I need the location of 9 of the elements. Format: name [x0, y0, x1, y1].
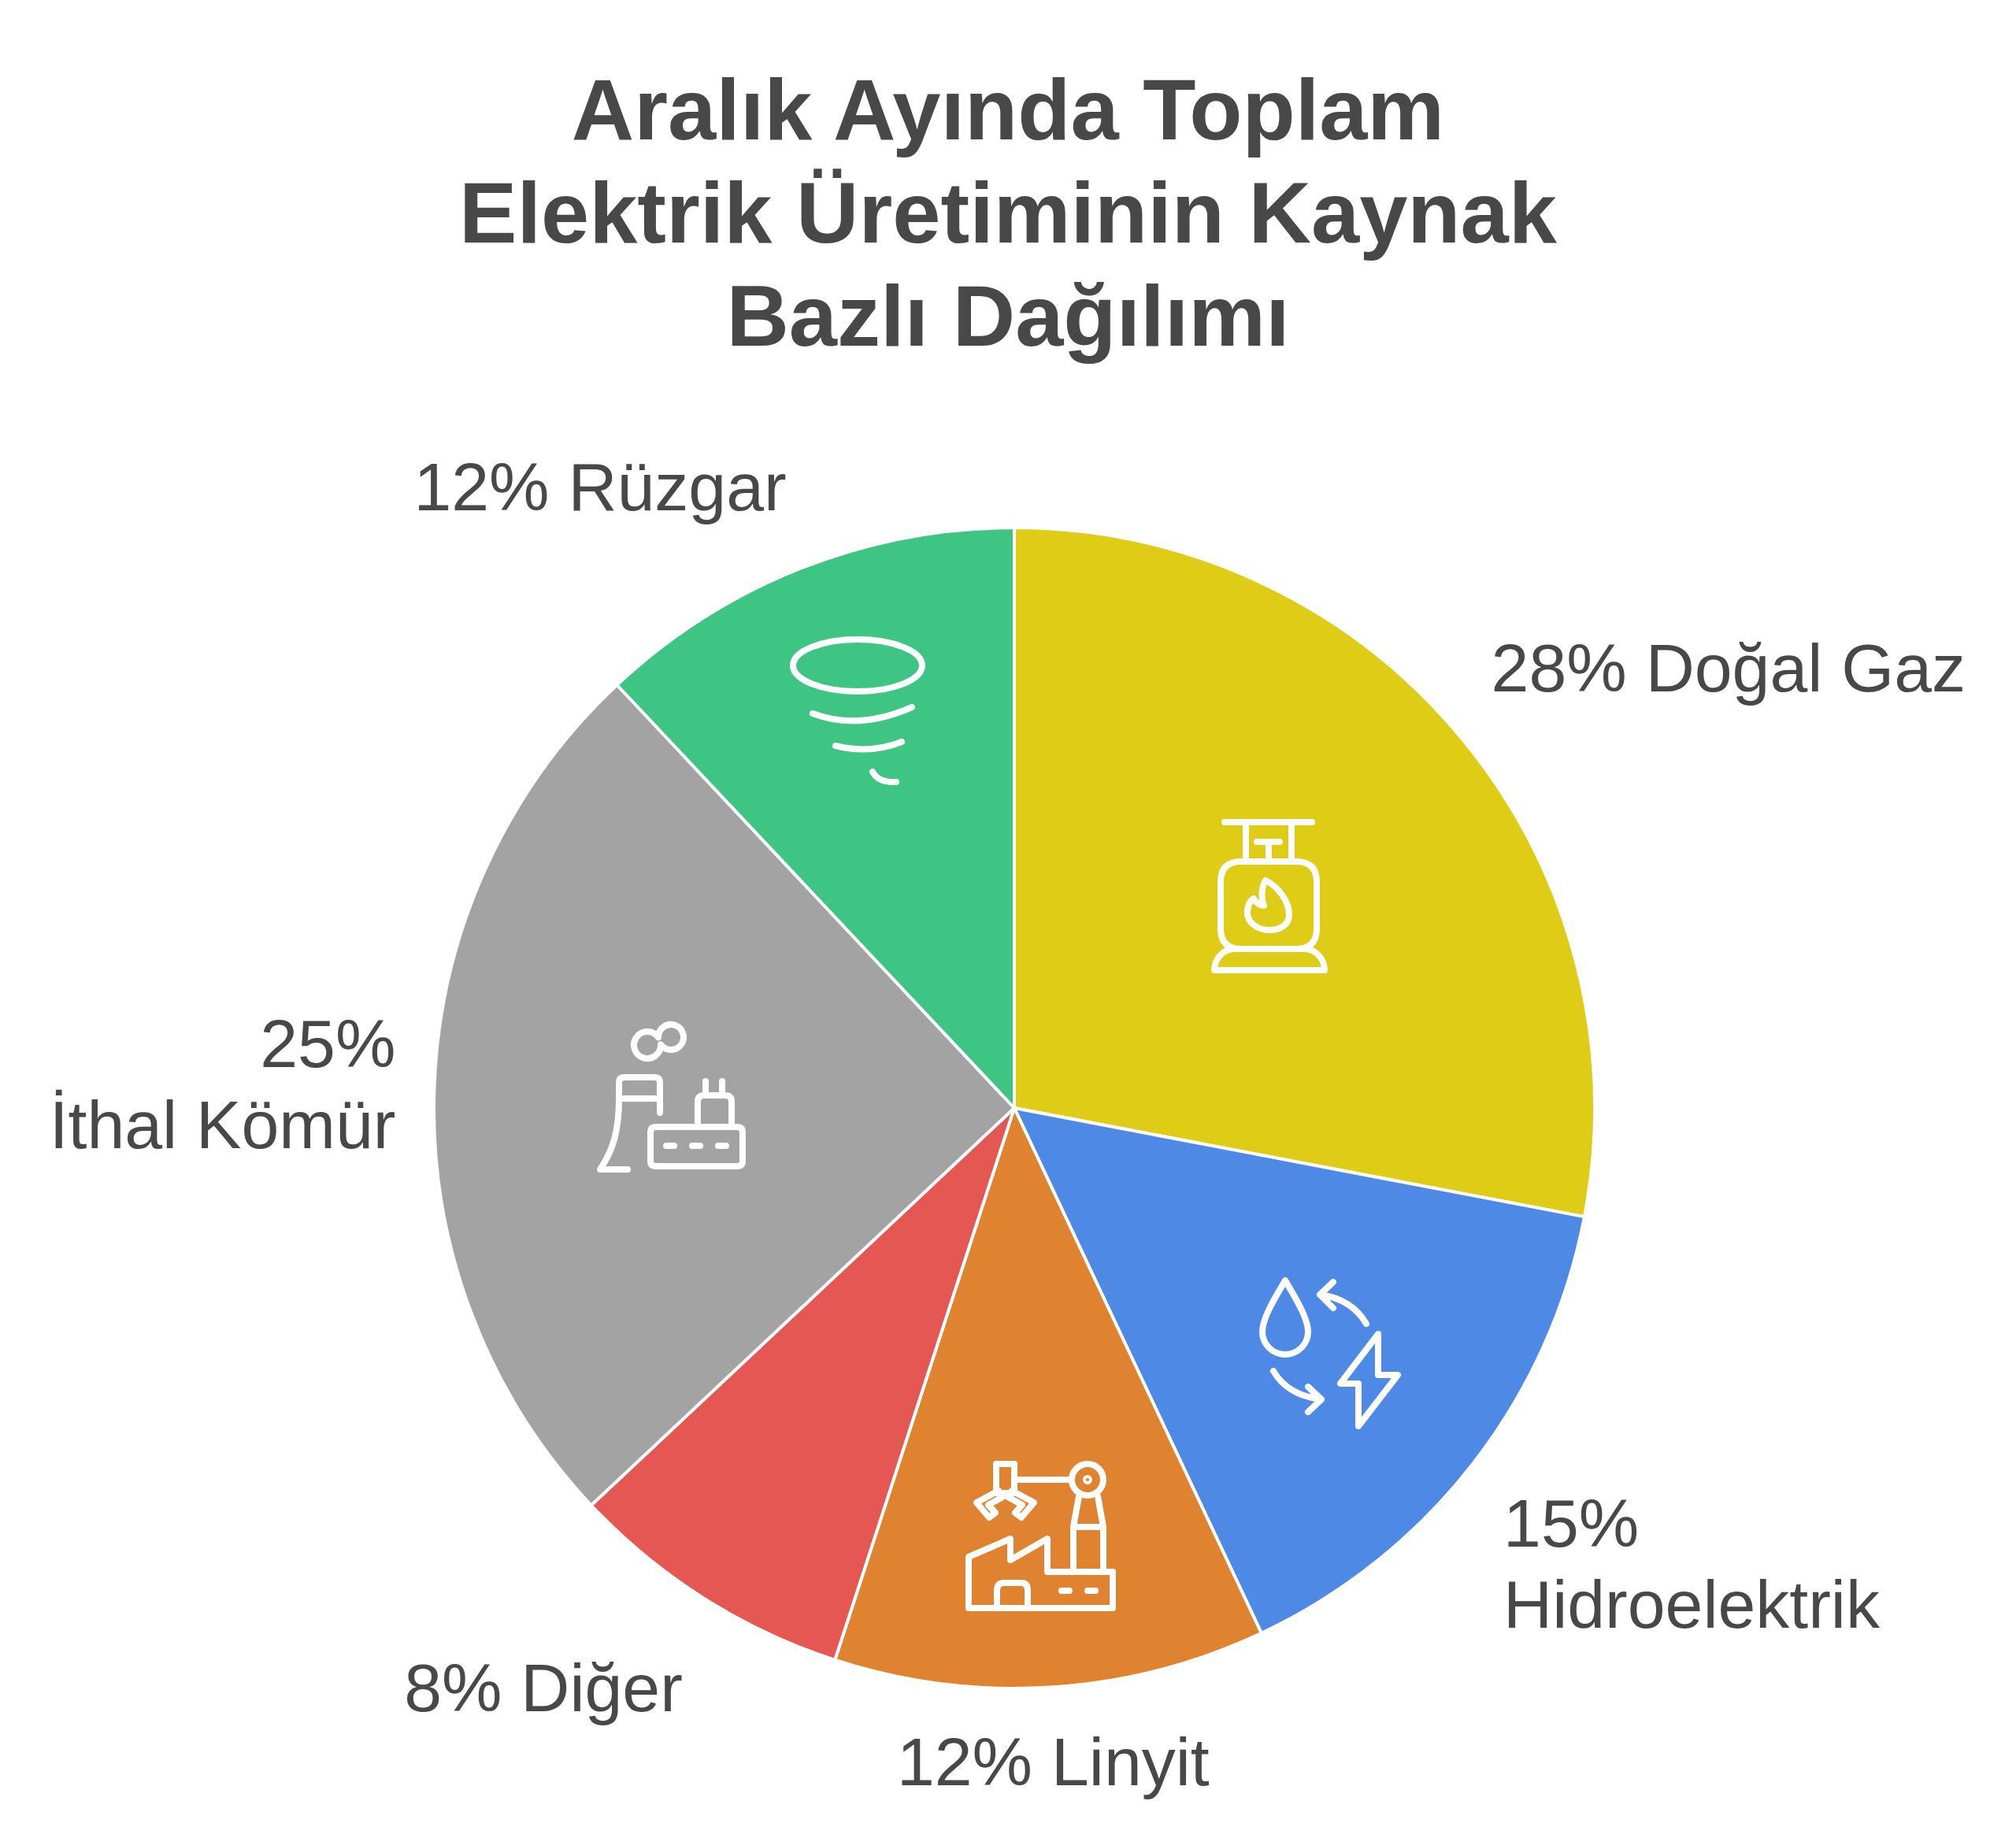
data-label: 15% [1503, 1484, 1640, 1561]
data-label: 25% [260, 1005, 396, 1081]
slice-label: 12% Linyit [896, 1723, 1210, 1799]
slice-label: İthal Kömür [49, 1086, 396, 1162]
slice-label: Hidroelektrik [1503, 1566, 1881, 1642]
chart-title: Aralık Ayında Toplam Elektrik Üretiminin Kaynak Bazlı Dağılımı [458, 60, 1558, 365]
slice-label: 12% Rüzgar [413, 449, 787, 525]
slice-label: 8% Diğer [404, 1650, 683, 1726]
slice-label: 28% Doğal Gaz [1491, 630, 1966, 706]
